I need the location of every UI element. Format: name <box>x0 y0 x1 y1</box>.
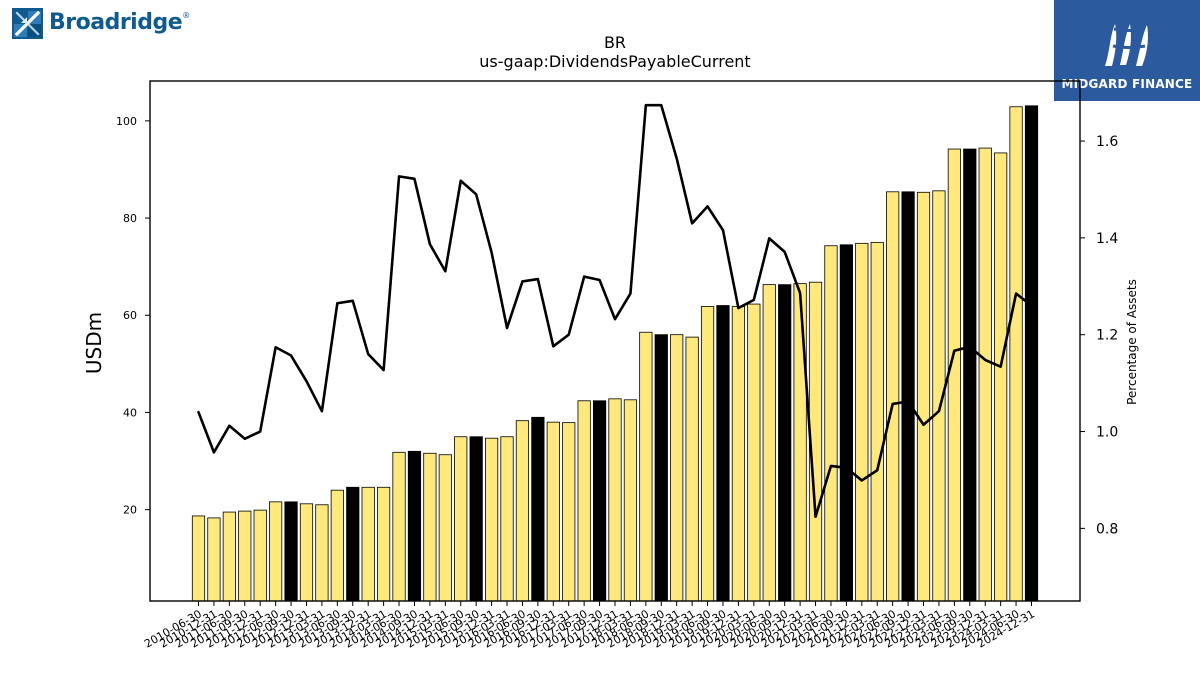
midgard-mark-icon <box>1105 23 1148 66</box>
y-axis-label: USDm <box>82 312 106 374</box>
x-axis: 2010-06-302010-12-312011-06-302011-09-30… <box>142 601 1037 651</box>
dividends-payable-bar <box>207 517 221 602</box>
dividends-payable-bar <box>500 436 514 602</box>
broadridge-mark-icon <box>12 7 43 39</box>
dividends-payable-bar <box>855 242 869 602</box>
dividends-payable-bar <box>222 511 236 602</box>
dividends-payable-bar <box>1024 105 1039 602</box>
dividends-payable-bar <box>315 504 329 602</box>
dividends-payable-bar <box>963 148 977 602</box>
dividends-payable-bar <box>623 399 638 602</box>
dividends-payable-bar <box>469 436 483 602</box>
dividends-payable-bar <box>392 451 406 602</box>
right-y-tick-label: 1.6 <box>1096 134 1118 150</box>
dividends-payable-bar <box>608 398 622 602</box>
dividends-payable-bar <box>670 334 684 602</box>
dividends-payable-bar <box>778 284 792 602</box>
dividends-payable-bar <box>531 416 545 602</box>
right-y-tick-label: 1.0 <box>1096 425 1118 441</box>
left-y-tick-label: 80 <box>123 212 137 225</box>
dividends-payable-bar <box>253 509 267 602</box>
dividends-payable-bar <box>546 421 560 602</box>
bar-series <box>191 105 1039 602</box>
right-y-axis-label: Percentage of Assets <box>1125 279 1139 405</box>
dividends-payable-bar <box>747 303 761 602</box>
chart-title: BR <box>604 33 626 52</box>
chart-subtitle: us-gaap:DividendsPayableCurrent <box>479 52 750 71</box>
left-y-axis: 20 40 60 80 100 <box>116 115 150 517</box>
dividends-payable-bar <box>654 334 668 602</box>
dividends-payable-bar <box>793 283 807 602</box>
dividends-payable-bar <box>191 515 206 602</box>
dividends-payable-bar <box>238 510 252 602</box>
right-y-tick-label: 0.8 <box>1096 521 1118 537</box>
dividends-payable-bar <box>592 400 607 602</box>
dividends-payable-bar <box>284 501 298 602</box>
dividends-payable-bar <box>484 437 499 602</box>
broadridge-wordmark: Broadridge® <box>49 10 190 35</box>
dividends-payable-bar <box>515 420 530 602</box>
dividends-payable-bar <box>269 501 283 602</box>
dividends-payable-bar <box>299 503 314 602</box>
dividends-payable-bar <box>438 454 452 602</box>
dividends-payable-bar <box>330 489 344 602</box>
percentage-of-assets-line <box>197 103 1033 519</box>
right-y-tick-label: 1.2 <box>1096 328 1118 344</box>
dividends-payable-bar <box>407 450 422 602</box>
dividends-payable-bar <box>562 422 576 602</box>
dividends-payable-bar <box>716 305 730 602</box>
dividends-payable-bar <box>423 452 437 602</box>
dividends-payable-bar <box>454 436 468 602</box>
dividends-payable-bar <box>994 152 1008 602</box>
dividends-payable-bar <box>700 306 715 602</box>
dividends-payable-bar <box>901 191 915 602</box>
right-y-tick-label: 1.4 <box>1096 231 1118 247</box>
dividends-payable-bar <box>577 400 591 602</box>
dividends-payable-bar <box>1009 106 1023 602</box>
dividends-payable-bar <box>886 191 900 602</box>
left-y-tick-label: 20 <box>123 504 137 517</box>
dividends-payable-bar <box>377 486 391 602</box>
dividends-payable-bar <box>731 306 746 602</box>
dividends-payable-bar <box>361 486 375 602</box>
right-y-axis: 0.8 1.0 1.2 1.4 1.6 <box>1080 134 1118 537</box>
broadridge-logo: Broadridge® <box>12 6 202 40</box>
dividends-payable-bar <box>839 244 853 602</box>
dividends-payable-bar <box>870 241 884 602</box>
dividends-payable-bar <box>346 486 360 602</box>
left-y-tick-label: 40 <box>123 406 137 419</box>
dividends-payable-bar <box>978 147 992 602</box>
dividends-payable-bar <box>947 148 961 602</box>
left-y-tick-label: 100 <box>116 115 137 128</box>
dividends-payable-bar <box>916 191 931 602</box>
midgard-finance-logo: MIDGARD FINANCE <box>1054 0 1200 101</box>
left-y-tick-label: 60 <box>123 309 137 322</box>
dividends-payable-bar <box>639 331 653 602</box>
dividends-payable-bar <box>824 245 838 602</box>
dividends-payable-bar <box>685 336 699 602</box>
midgard-wordmark: MIDGARD FINANCE <box>1061 76 1193 91</box>
dividends-payable-bar <box>762 284 776 602</box>
